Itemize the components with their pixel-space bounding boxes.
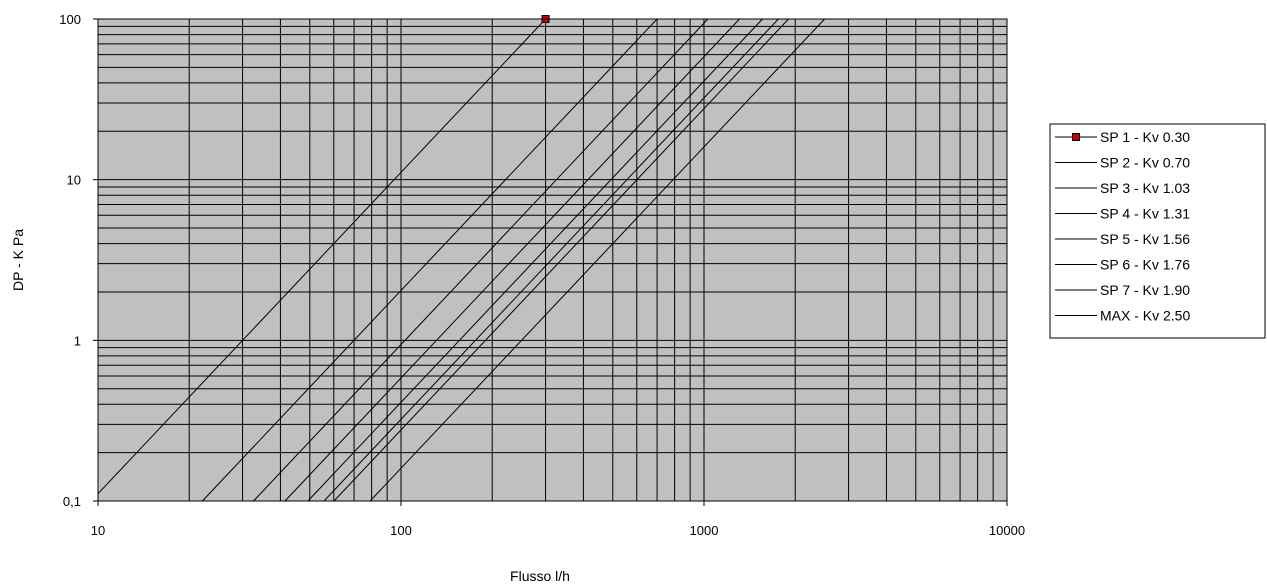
x-tick-labels: 10 100 1000 10000	[91, 501, 1025, 538]
x-tick-label: 10	[91, 523, 105, 538]
plot-border	[97, 18, 1008, 502]
legend-label: SP 4 - Kv 1.31	[1100, 206, 1190, 222]
legend-box	[1049, 123, 1266, 339]
y-tick-label: 10	[67, 173, 81, 188]
legend-label: SP 6 - Kv 1.76	[1100, 257, 1190, 273]
series-line-1	[97, 18, 546, 495]
series-line-4	[284, 18, 740, 502]
legend-label: SP 2 - Kv 0.70	[1100, 155, 1190, 171]
series-line-7	[333, 18, 789, 502]
legend-marker	[1072, 133, 1080, 141]
series-line-8	[369, 18, 825, 502]
x-axis-label: Flusso l/h	[510, 568, 570, 584]
legend-label: SP 1 - Kv 0.30	[1100, 129, 1190, 145]
series-line-2	[202, 18, 658, 502]
y-tick-label: 100	[59, 12, 81, 27]
legend-label: MAX - Kv 2.50	[1100, 308, 1190, 324]
y-tick-label: 1	[74, 333, 81, 348]
series-lines	[97, 15, 825, 502]
y-axis-label: DP - K Pa	[10, 229, 26, 291]
y-tick-label: 0,1	[63, 494, 81, 509]
legend-label: SP 5 - Kv 1.56	[1100, 231, 1190, 247]
y-tick-labels: 0,1 1 10 100	[59, 12, 98, 509]
series-line-3	[253, 18, 709, 502]
grid	[98, 19, 1007, 501]
plot-area	[98, 19, 1007, 501]
x-tick-label: 10000	[989, 523, 1025, 538]
legend-label: SP 7 - Kv 1.90	[1100, 282, 1190, 298]
x-tick-label: 100	[390, 523, 412, 538]
legend: SP 1 - Kv 0.30 SP 2 - Kv 0.70 SP 3 - Kv 1.…	[1049, 123, 1266, 339]
x-tick-label: 1000	[690, 523, 719, 538]
legend-items: SP 1 - Kv 0.30 SP 2 - Kv 0.70 SP 3 - Kv 1.…	[1055, 129, 1190, 324]
series-line-5	[307, 18, 763, 502]
series-line-6	[323, 18, 779, 502]
legend-label: SP 3 - Kv 1.03	[1100, 180, 1190, 196]
